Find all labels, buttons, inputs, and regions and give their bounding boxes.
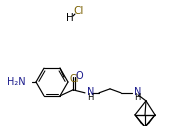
Text: H: H	[87, 93, 93, 102]
Text: N: N	[134, 87, 141, 97]
Text: H: H	[66, 13, 74, 23]
Text: H: H	[134, 93, 140, 102]
Text: O: O	[75, 71, 83, 81]
Text: Cl: Cl	[74, 6, 84, 16]
Text: H₂N: H₂N	[7, 77, 26, 87]
Text: N: N	[87, 87, 94, 97]
Text: Cl: Cl	[69, 74, 79, 84]
